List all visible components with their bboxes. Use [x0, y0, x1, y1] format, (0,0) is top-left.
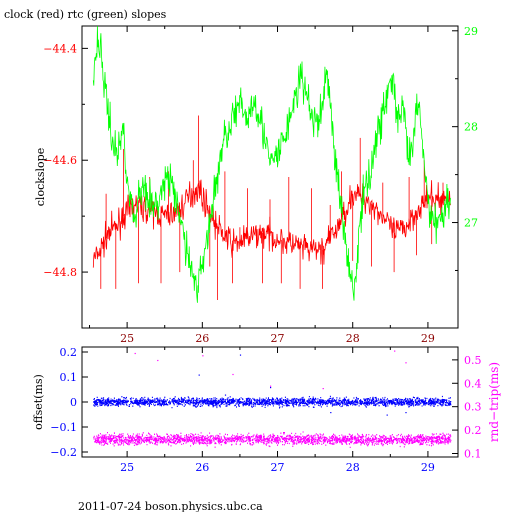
- x-tick-label: 26: [195, 332, 209, 345]
- rnd-trip-outlier-point: [405, 362, 407, 364]
- offset-points: [93, 395, 452, 409]
- left-y-tick-label: 0.1: [60, 371, 78, 384]
- rnd-trip-outlier-point: [202, 355, 204, 357]
- upper-panel: 25 26 27 28 29 −44.4 −44.6 −44.8 29 28 27 clockslo…: [34, 25, 478, 345]
- offset-outlier-point: [239, 354, 242, 356]
- right-y-tick-label: 28: [464, 121, 478, 134]
- upper-plot-frame: [81, 25, 459, 329]
- offset-outlier-point: [386, 414, 388, 416]
- series-offset: [93, 354, 452, 416]
- upper-series: [92, 26, 451, 303]
- left-y-tick-label: 0: [70, 396, 77, 409]
- rnd-trip-outlier-point: [232, 373, 234, 376]
- offset-outlier-point: [97, 399, 99, 401]
- series-clock: [92, 115, 451, 300]
- rnd-trip-outlier-point: [134, 352, 136, 355]
- x-tick-label: 28: [346, 461, 360, 474]
- right-y-tick-label: 0.2: [464, 424, 482, 437]
- series-rnd-trip: [93, 350, 452, 449]
- x-tick-label: 29: [421, 461, 435, 474]
- lower-axes: 25 26 27 28 29 0.2 0.1 0 −0.1 −0.2 0.5 0.4 0.3 0.2 0.1: [50, 346, 481, 474]
- offset-outlier-point: [330, 412, 332, 414]
- lower-right-y-axis-label: rnd−trip(ms): [487, 362, 501, 442]
- right-y-tick-label: 0.3: [464, 401, 482, 414]
- x-tick-label: 27: [271, 461, 285, 474]
- series-rtc: [92, 26, 451, 303]
- clock-line: [92, 179, 451, 268]
- footer-text: 2011-07-24 boson.physics.ubc.ca: [78, 500, 263, 512]
- upper-y-axis-label: clockslope: [34, 148, 47, 206]
- lower-panel: 25 26 27 28 29 0.2 0.1 0 −0.1 −0.2 0.5 0.4 0.3 0.2 0.1…: [32, 346, 501, 474]
- left-y-tick-label: −44.4: [43, 42, 77, 55]
- x-tick-label: 25: [120, 332, 134, 345]
- left-y-tick-label: −44.6: [43, 154, 77, 167]
- rnd-trip-outlier-point: [322, 388, 324, 390]
- right-y-tick-label: 0.1: [464, 447, 482, 460]
- left-y-tick-label: −0.1: [50, 421, 77, 434]
- rnd-trip-points: [93, 431, 452, 449]
- left-y-tick-label: 0.2: [60, 346, 78, 359]
- x-tick-label: 27: [271, 332, 285, 345]
- right-y-tick-label: 0.5: [464, 354, 482, 367]
- x-tick-label: 25: [120, 461, 134, 474]
- left-y-tick-label: −44.8: [43, 266, 77, 279]
- lower-left-y-axis-label: offset(ms): [32, 374, 45, 430]
- x-tick-label: 29: [421, 332, 435, 345]
- rnd-trip-outlier-point: [270, 385, 272, 387]
- left-y-tick-label: −0.2: [50, 446, 77, 459]
- x-tick-label: 26: [195, 461, 209, 474]
- x-tick-label: 28: [346, 332, 360, 345]
- offset-outlier-point: [405, 412, 407, 414]
- offset-outlier-point: [270, 387, 272, 389]
- right-y-tick-label: 0.4: [464, 377, 482, 390]
- offset-outlier-point: [224, 394, 227, 396]
- rnd-trip-outlier-point: [157, 359, 159, 362]
- right-y-tick-label: 27: [464, 217, 478, 230]
- upper-axes: 25 26 27 28 29 −44.4 −44.6 −44.8 29 28 27: [43, 25, 478, 345]
- rnd-trip-outlier-point: [394, 350, 396, 352]
- chart-title: clock (red) rtc (green) slopes: [4, 8, 167, 21]
- lower-series: [93, 350, 452, 449]
- rtc-line: [92, 26, 451, 303]
- offset-outlier-point: [198, 374, 200, 376]
- right-y-tick-label: 29: [464, 25, 478, 38]
